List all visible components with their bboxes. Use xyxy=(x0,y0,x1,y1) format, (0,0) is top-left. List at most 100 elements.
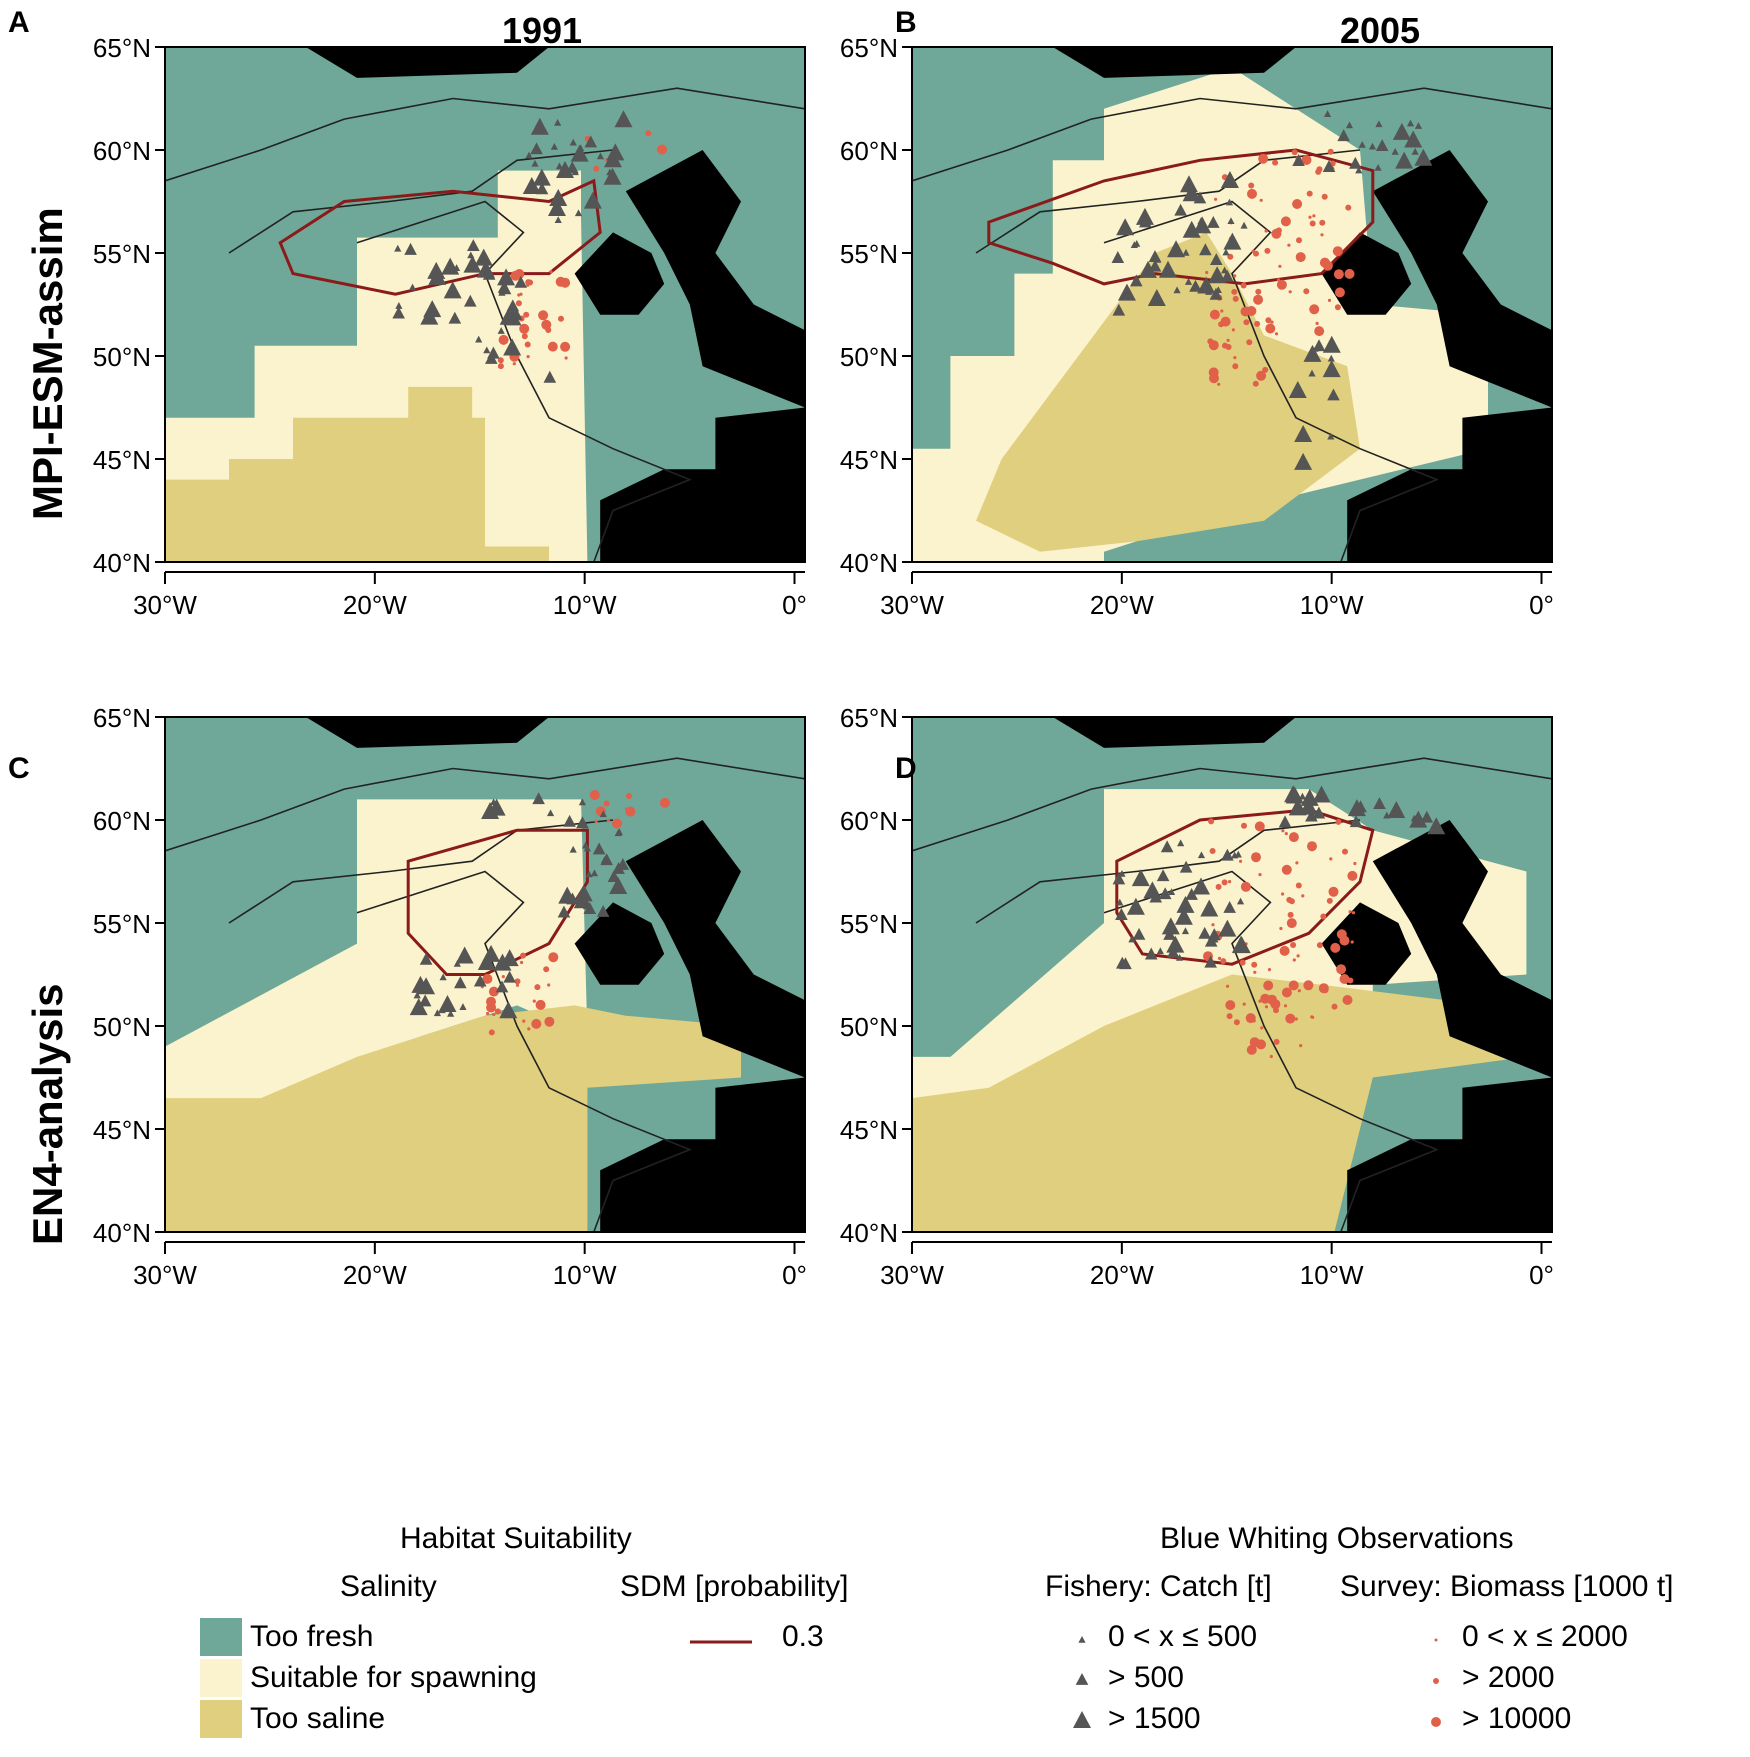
fishery-marker xyxy=(570,144,589,162)
survey-marker xyxy=(1275,227,1282,234)
survey-marker xyxy=(1242,1002,1246,1006)
survey-marker xyxy=(1296,954,1300,958)
fishery-marker xyxy=(1131,869,1150,887)
survey-marker xyxy=(1295,252,1306,263)
survey-marker xyxy=(1218,321,1225,328)
fishery-marker xyxy=(555,160,574,178)
fishery-marker xyxy=(1149,890,1163,903)
fishery-marker xyxy=(1349,156,1362,169)
fishery-marker xyxy=(1209,253,1223,266)
fishery-marker xyxy=(1231,935,1250,953)
survey-marker xyxy=(1332,246,1343,257)
fishery-marker xyxy=(1138,260,1157,278)
survey-marker xyxy=(1287,911,1294,918)
fishery-marker xyxy=(438,1006,446,1014)
survey-marker xyxy=(1301,155,1312,165)
survey-marker xyxy=(1288,980,1299,991)
lat-tick-label: 50°N xyxy=(93,1012,151,1042)
survey-marker xyxy=(1348,910,1352,914)
survey-marker xyxy=(1221,879,1228,886)
fishery-marker xyxy=(522,176,541,194)
fishery-marker xyxy=(1294,452,1313,470)
lon-tick-label: 30°W xyxy=(133,1260,197,1290)
legend-survey-marker xyxy=(1434,1638,1438,1642)
fishery-marker xyxy=(574,209,583,217)
survey-marker xyxy=(1344,268,1355,279)
fishery-marker xyxy=(448,311,462,324)
fishery-marker xyxy=(498,288,506,296)
fishery-marker xyxy=(497,327,505,334)
survey-marker xyxy=(1205,270,1209,275)
lon-tick-label: 10°W xyxy=(1300,1260,1364,1290)
lon-tick-label: 20°W xyxy=(1090,1260,1154,1290)
survey-marker xyxy=(1265,317,1272,324)
land-mass xyxy=(625,150,805,408)
fishery-marker xyxy=(482,267,496,280)
survey-marker xyxy=(517,293,521,297)
land-mass xyxy=(574,902,665,985)
fishery-marker xyxy=(455,946,474,964)
fishery-marker xyxy=(1404,130,1423,148)
bathymetry-contour xyxy=(356,870,692,1232)
lat-tick-label: 50°N xyxy=(840,342,898,372)
fishery-marker xyxy=(600,856,609,864)
lat-tick-label: 40°N xyxy=(93,548,151,578)
survey-marker xyxy=(1327,298,1332,302)
fishery-marker xyxy=(411,975,430,993)
legend-survey-item-1: 0 < x ≤ 2000 xyxy=(1462,1620,1628,1653)
fishery-marker xyxy=(1278,815,1292,828)
fishery-marker xyxy=(1176,895,1195,913)
lat-tick-label: 45°N xyxy=(93,1115,151,1145)
fishery-marker xyxy=(1409,810,1428,828)
fishery-marker xyxy=(1383,811,1391,819)
fishery-marker xyxy=(1148,259,1162,272)
fishery-marker xyxy=(532,168,551,186)
survey-marker xyxy=(548,952,559,963)
fishery-marker xyxy=(1322,160,1336,172)
survey-marker xyxy=(1220,958,1227,965)
survey-marker xyxy=(501,975,505,979)
fishery-marker xyxy=(603,167,622,185)
fishery-marker xyxy=(1184,278,1193,285)
survey-marker xyxy=(1295,861,1299,865)
survey-marker xyxy=(1255,288,1262,295)
fishery-marker xyxy=(1327,388,1340,401)
survey-marker xyxy=(1251,961,1258,968)
survey-marker xyxy=(1309,220,1316,227)
fishery-marker xyxy=(427,261,446,279)
lon-tick-label: 10°W xyxy=(553,590,617,620)
fishery-marker xyxy=(1240,221,1248,229)
survey-marker xyxy=(1232,295,1239,302)
survey-marker xyxy=(531,1018,542,1029)
legend-sdm-title: SDM [probability] xyxy=(620,1570,849,1603)
survey-marker xyxy=(1262,366,1269,373)
land-mass xyxy=(305,47,549,78)
too-saline-area xyxy=(976,232,1360,552)
legend-habitat-title: Habitat Suitability xyxy=(400,1522,632,1555)
survey-marker xyxy=(498,334,509,345)
fishery-marker xyxy=(1192,877,1211,895)
fishery-marker xyxy=(463,255,482,273)
fishery-marker xyxy=(584,135,598,148)
panel-letter-d: D xyxy=(895,752,917,785)
legend-swatch-suitable xyxy=(200,1659,242,1697)
lon-tick-label: 10°W xyxy=(1300,590,1364,620)
fishery-marker xyxy=(1322,335,1341,353)
survey-marker xyxy=(484,980,488,984)
survey-marker xyxy=(1233,274,1237,278)
survey-marker xyxy=(625,806,636,817)
fishery-marker xyxy=(477,953,496,971)
survey-marker xyxy=(535,999,546,1010)
fishery-marker xyxy=(467,239,480,252)
survey-marker xyxy=(1297,989,1301,993)
lat-tick-label: 60°N xyxy=(840,136,898,166)
fishery-marker xyxy=(1198,926,1211,939)
bathymetry-contour xyxy=(912,757,1552,852)
fishery-marker xyxy=(1147,288,1166,306)
survey-marker xyxy=(1226,338,1230,342)
panel-frame xyxy=(164,716,806,1233)
survey-marker xyxy=(1269,1054,1273,1059)
survey-marker xyxy=(1307,841,1317,852)
fishery-marker xyxy=(1182,248,1190,256)
land-mass xyxy=(1321,902,1412,985)
